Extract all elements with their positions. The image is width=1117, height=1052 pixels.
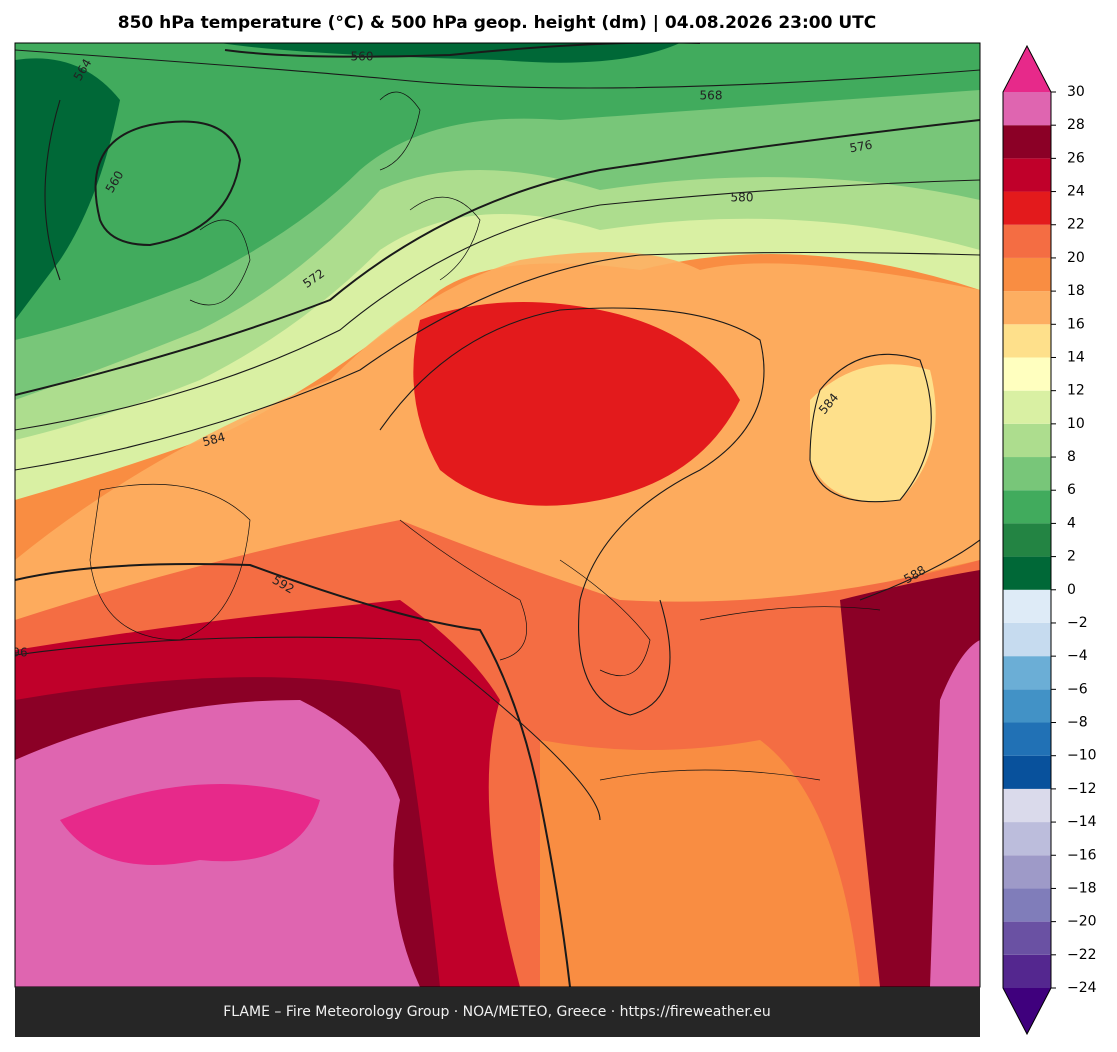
- colorbar-band: [1003, 589, 1051, 623]
- colorbar-band: [1003, 224, 1051, 258]
- isohypse: [809, 353, 932, 503]
- colorbar-band: [1003, 755, 1051, 789]
- colorbar-band: [1003, 357, 1051, 391]
- colorbar-band: [1003, 822, 1051, 856]
- colorbar-band: [1003, 457, 1051, 491]
- colorbar-tick-label: 12: [1067, 383, 1085, 399]
- isohypse: [15, 179, 980, 431]
- colorbar-tick-label: −10: [1067, 748, 1097, 764]
- colorbar-tick-label: −12: [1067, 781, 1097, 797]
- isohypse: [15, 563, 571, 987]
- colorbar-band: [1003, 423, 1051, 458]
- colorbar-band: [1003, 257, 1051, 292]
- isohypse: [379, 307, 765, 716]
- colorbar-band: [1003, 158, 1051, 192]
- colorbar-tick-label: 6: [1067, 482, 1076, 498]
- colorbar-tick-label: −6: [1067, 681, 1088, 697]
- footer-bar: [15, 987, 980, 1037]
- colorbar-tick-label: 30: [1067, 84, 1085, 100]
- colorbar-band: [1003, 191, 1051, 225]
- colorbar-band: [1003, 556, 1051, 590]
- colorbar-band: [1003, 722, 1051, 756]
- colorbar-band: [1003, 921, 1051, 955]
- colorbar-over: [1003, 46, 1051, 92]
- colorbar-tick-label: 18: [1067, 283, 1085, 299]
- isohypse: [15, 251, 980, 471]
- contour-label: 560: [351, 50, 374, 64]
- isohypse: [859, 539, 980, 601]
- colorbar-tick-label: −14: [1067, 814, 1097, 830]
- colorbar-band: [1003, 490, 1051, 524]
- colorbar-tick-label: 24: [1067, 184, 1085, 200]
- colorbar-tick-label: −18: [1067, 880, 1097, 896]
- title: 850 hPa temperature (°C) & 500 hPa geop.…: [118, 13, 877, 33]
- isohypse: [94, 120, 242, 247]
- colorbar-band: [1003, 92, 1051, 126]
- colorbar-tick-label: −20: [1067, 914, 1097, 930]
- colorbar-tick-label: 10: [1067, 416, 1085, 432]
- colorbar-tick-label: 16: [1067, 316, 1085, 332]
- colorbar: −24−22−20−18−16−14−12−10−8−6−4−202468101…: [1002, 44, 1097, 1036]
- colorbar-band: [1003, 788, 1051, 823]
- colorbar-band: [1003, 390, 1051, 424]
- map: 560 564 568 576 580 560 572 584 584 592 …: [12, 43, 980, 987]
- colorbar-band: [1003, 855, 1051, 889]
- colorbar-band: [1003, 125, 1051, 159]
- colorbar-band: [1003, 324, 1051, 358]
- isohypse: [15, 119, 980, 396]
- footer: FLAME – Fire Meteorology Group · NOA/MET…: [223, 1004, 771, 1020]
- isohypse: [44, 99, 61, 281]
- colorbar-band: [1003, 954, 1051, 988]
- colorbar-band: [1003, 656, 1051, 690]
- colorbar-band: [1003, 888, 1051, 922]
- colorbar-tick-label: 4: [1067, 515, 1076, 531]
- colorbar-tick-label: 28: [1067, 117, 1085, 133]
- colorbar-tick-label: 14: [1067, 349, 1085, 365]
- colorbar-tick-label: 8: [1067, 449, 1076, 465]
- contour-label: 584: [201, 430, 227, 449]
- colorbar-tick-label: 2: [1067, 549, 1076, 565]
- colorbar-tick-label: −22: [1067, 947, 1097, 963]
- colorbar-band: [1003, 689, 1051, 723]
- colorbar-tick-label: −24: [1067, 980, 1097, 996]
- contour-label: 568: [700, 89, 723, 103]
- colorbar-tick-label: −2: [1067, 615, 1088, 631]
- isohypse: [15, 49, 980, 89]
- contour-label: 580: [731, 191, 754, 205]
- colorbar-tick-label: 22: [1067, 217, 1085, 233]
- colorbar-tick-label: 0: [1067, 582, 1076, 598]
- colorbar-tick-label: −8: [1067, 715, 1088, 731]
- contour-label: 576: [848, 138, 873, 156]
- isohypse: [15, 636, 601, 821]
- colorbar-band: [1003, 622, 1051, 657]
- colorbar-under: [1003, 988, 1051, 1034]
- isohypse: [224, 43, 700, 58]
- coastline: [89, 91, 881, 781]
- colorbar-band: [1003, 523, 1051, 557]
- colorbar-tick-label: 26: [1067, 150, 1085, 166]
- colorbar-tick-label: −4: [1067, 648, 1088, 664]
- colorbar-tick-label: −16: [1067, 847, 1097, 863]
- contour-label: 96: [12, 646, 27, 660]
- colorbar-band: [1003, 291, 1051, 325]
- colorbar-tick-label: 20: [1067, 250, 1085, 266]
